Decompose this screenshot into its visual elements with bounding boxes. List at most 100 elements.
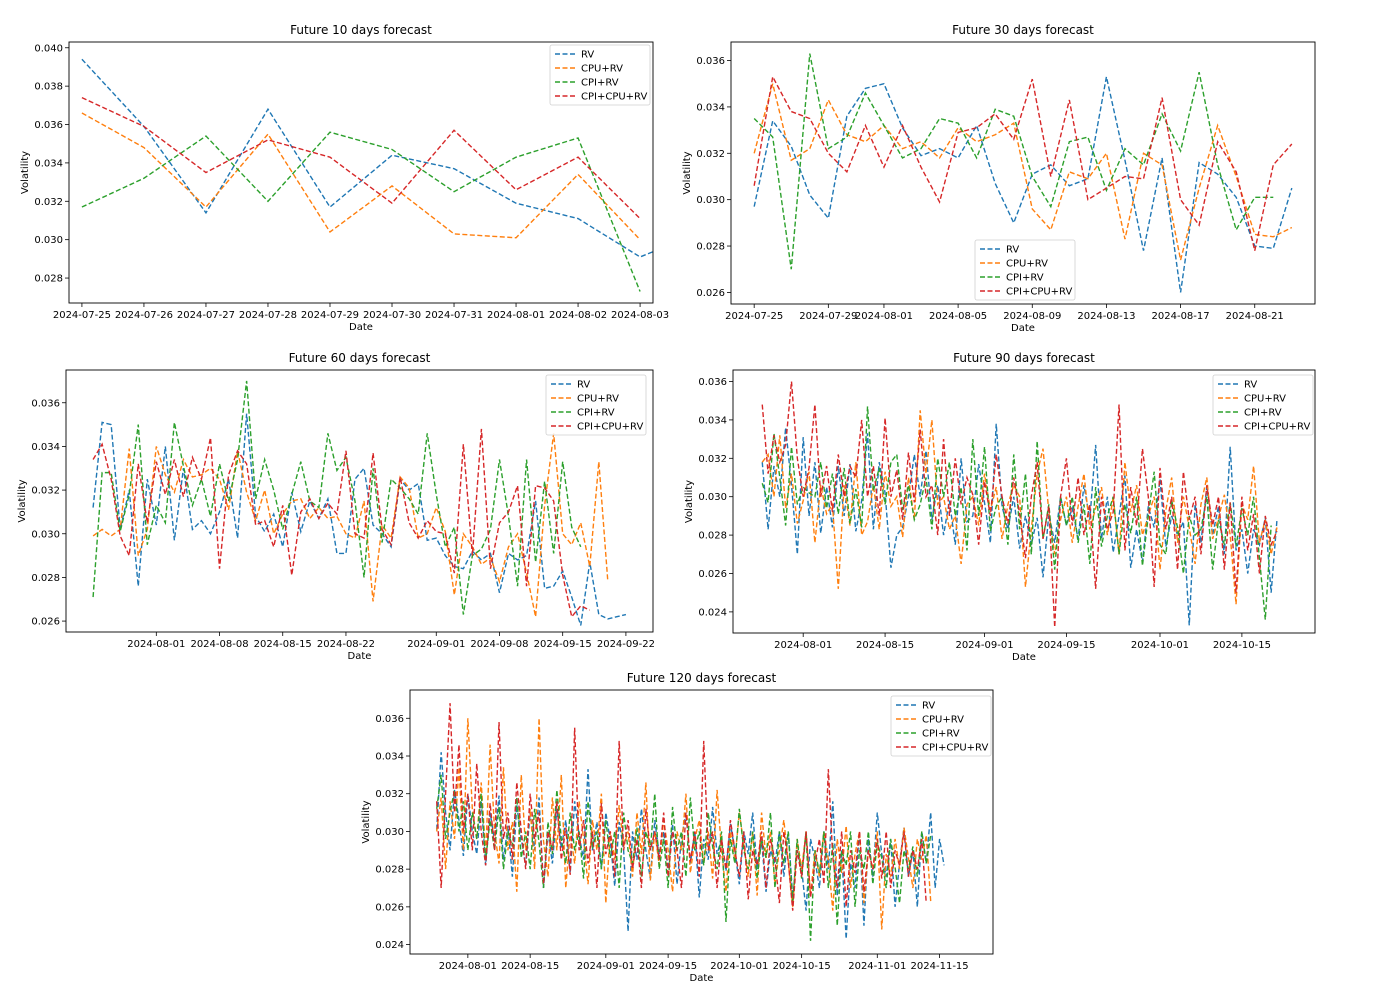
x-tick-label: 2024-10-01 bbox=[1131, 640, 1189, 651]
y-tick-label: 0.032 bbox=[696, 149, 725, 160]
y-tick-label: 0.032 bbox=[375, 789, 404, 800]
legend: RV CPU+RV CPI+RV CPI+CPU+RV bbox=[545, 374, 647, 436]
series-line-0-1 bbox=[81, 112, 641, 241]
y-tick-label: 0.034 bbox=[34, 158, 63, 169]
legend-label: CPU+RV bbox=[922, 715, 964, 726]
x-tick-label: 2024-07-25 bbox=[53, 310, 111, 321]
series-line-0-2 bbox=[81, 131, 641, 292]
series-line-3-3 bbox=[761, 381, 1278, 628]
x-tick-label: 2024-09-01 bbox=[577, 961, 635, 972]
legend-label: RV bbox=[922, 701, 935, 712]
y-tick-label: 0.036 bbox=[375, 714, 404, 725]
x-tick-label: 2024-11-15 bbox=[911, 961, 969, 972]
series-line-4-3 bbox=[436, 703, 927, 911]
y-tick-label: 0.034 bbox=[375, 752, 404, 763]
legend-label: CPU+RV bbox=[1006, 259, 1048, 270]
x-tick-label: 2024-09-15 bbox=[639, 961, 697, 972]
y-tick-label: 0.028 bbox=[31, 573, 60, 584]
legend-label: CPU+RV bbox=[581, 64, 623, 75]
x-tick-label: 2024-07-30 bbox=[363, 310, 421, 321]
legend-label: CPI+CPU+RV bbox=[1244, 422, 1310, 433]
axes-frame bbox=[732, 369, 1316, 634]
legend: RV CPU+RV CPI+RV CPI+CPU+RV bbox=[1212, 374, 1314, 436]
y-tick-label: 0.040 bbox=[34, 43, 63, 54]
x-tick-label: 2024-09-08 bbox=[470, 639, 528, 650]
y-tick-label: 0.034 bbox=[696, 102, 725, 113]
series-line-2-1 bbox=[92, 433, 609, 617]
chart-0: Future 10 days forecast 0.028 0.030 0.032 0.… bbox=[20, 23, 669, 333]
y-tick-label: 0.030 bbox=[34, 235, 63, 246]
y-tick-label: 0.028 bbox=[34, 274, 63, 285]
y-tick-label: 0.030 bbox=[375, 827, 404, 838]
legend-label: CPU+RV bbox=[577, 394, 619, 405]
y-tick-label: 0.036 bbox=[696, 56, 725, 67]
x-axis-label: Date bbox=[1011, 323, 1035, 334]
legend-label: CPI+CPU+RV bbox=[577, 422, 643, 433]
chart-title: Future 10 days forecast bbox=[290, 23, 432, 37]
series-line-2-2 bbox=[92, 380, 582, 615]
chart-1: Future 30 days forecast 0.026 0.028 0.030 0.… bbox=[682, 23, 1316, 334]
x-tick-label: 2024-09-15 bbox=[1037, 640, 1095, 651]
x-tick-label: 2024-09-15 bbox=[534, 639, 592, 650]
x-tick-label: 2024-08-09 bbox=[1003, 311, 1061, 322]
x-tick-label: 2024-08-13 bbox=[1077, 311, 1135, 322]
x-tick-label: 2024-07-29 bbox=[799, 311, 857, 322]
x-tick-label: 2024-08-03 bbox=[611, 310, 669, 321]
legend-label: CPI+RV bbox=[581, 78, 619, 89]
series-line-2-0 bbox=[92, 413, 627, 626]
legend-label: RV bbox=[577, 380, 590, 391]
legend-label: RV bbox=[1006, 245, 1019, 256]
x-axis-label: Date bbox=[1012, 652, 1036, 663]
y-axis-label: Volatility bbox=[682, 151, 693, 194]
x-tick-label: 2024-08-22 bbox=[317, 639, 375, 650]
legend-label: CPI+RV bbox=[922, 729, 960, 740]
x-tick-label: 2024-09-01 bbox=[955, 640, 1013, 651]
axes-frame bbox=[65, 369, 654, 633]
series-line-3-1 bbox=[761, 410, 1278, 605]
y-axis-label: Volatility bbox=[17, 479, 28, 522]
x-tick-label: 2024-07-31 bbox=[425, 310, 483, 321]
legend-label: CPI+CPU+RV bbox=[1006, 287, 1072, 298]
x-tick-label: 2024-10-15 bbox=[773, 961, 831, 972]
axes-frame bbox=[730, 41, 1316, 305]
y-tick-label: 0.026 bbox=[31, 617, 60, 628]
legend: RV CPU+RV CPI+RV CPI+CPU+RV bbox=[549, 44, 651, 106]
axes-frame bbox=[409, 689, 994, 955]
x-tick-label: 2024-08-05 bbox=[929, 311, 987, 322]
series-line-4-2 bbox=[436, 774, 932, 941]
y-tick-label: 0.032 bbox=[31, 486, 60, 497]
chart-4: Future 120 days forecast 0.024 0.026 0.028 0… bbox=[361, 671, 994, 984]
x-tick-label: 2024-08-15 bbox=[856, 640, 914, 651]
y-tick-label: 0.032 bbox=[34, 197, 63, 208]
y-tick-label: 0.030 bbox=[31, 529, 60, 540]
y-tick-label: 0.034 bbox=[31, 442, 60, 453]
legend-label: RV bbox=[581, 50, 594, 61]
y-axis-label: Volatility bbox=[361, 800, 372, 843]
x-tick-label: 2024-08-01 bbox=[774, 640, 832, 651]
series-line-3-0 bbox=[761, 423, 1278, 626]
series-line-2-3 bbox=[92, 428, 591, 619]
legend-label: CPI+CPU+RV bbox=[581, 92, 647, 103]
y-tick-label: 0.024 bbox=[698, 607, 727, 618]
x-tick-label: 2024-11-01 bbox=[848, 961, 906, 972]
y-tick-label: 0.024 bbox=[375, 940, 404, 951]
x-tick-label: 2024-08-17 bbox=[1152, 311, 1210, 322]
x-tick-label: 2024-08-01 bbox=[855, 311, 913, 322]
chart-title: Future 90 days forecast bbox=[953, 351, 1095, 365]
x-axis-label: Date bbox=[690, 973, 714, 984]
y-tick-label: 0.028 bbox=[375, 865, 404, 876]
x-tick-label: 2024-08-08 bbox=[190, 639, 248, 650]
chart-title: Future 60 days forecast bbox=[289, 351, 431, 365]
chart-2: Future 60 days forecast 0.026 0.028 0.030 0.… bbox=[17, 351, 655, 662]
x-tick-label: 2024-07-26 bbox=[115, 310, 173, 321]
legend-label: CPI+RV bbox=[1244, 408, 1282, 419]
y-tick-label: 0.032 bbox=[698, 454, 727, 465]
x-tick-label: 2024-08-15 bbox=[501, 961, 559, 972]
y-tick-label: 0.030 bbox=[696, 195, 725, 206]
x-tick-label: 2024-07-29 bbox=[301, 310, 359, 321]
chart-title: Future 120 days forecast bbox=[627, 671, 777, 685]
x-tick-label: 2024-07-25 bbox=[725, 311, 783, 322]
y-tick-label: 0.034 bbox=[698, 415, 727, 426]
y-axis-label: Volatility bbox=[684, 480, 695, 523]
